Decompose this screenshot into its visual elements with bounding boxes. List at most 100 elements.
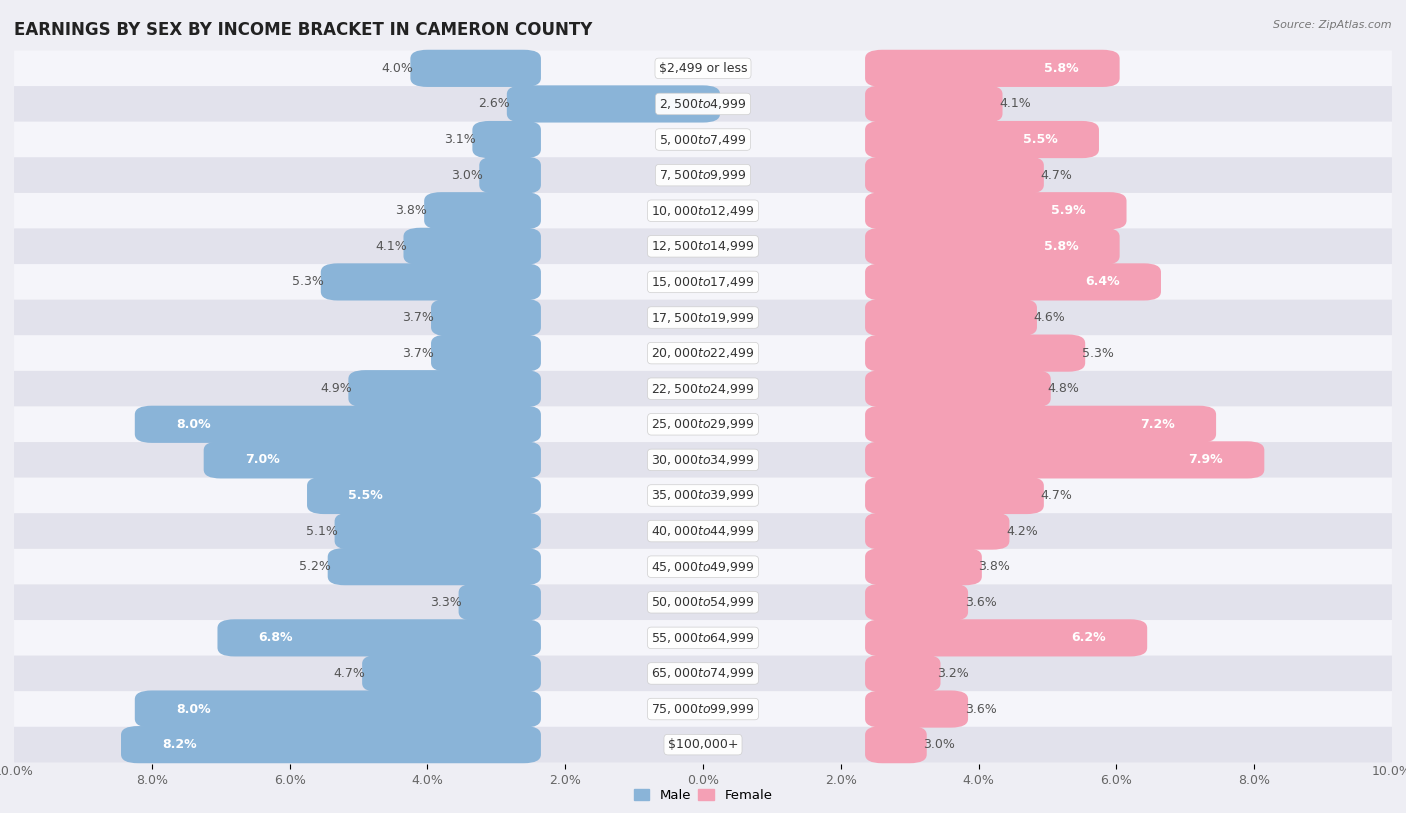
Text: $2,500 to $4,999: $2,500 to $4,999 [659, 97, 747, 111]
Text: 5.3%: 5.3% [292, 276, 323, 289]
FancyBboxPatch shape [865, 192, 1126, 229]
Text: 4.2%: 4.2% [1007, 524, 1038, 537]
Text: 5.5%: 5.5% [349, 489, 382, 502]
FancyBboxPatch shape [14, 655, 1392, 691]
FancyBboxPatch shape [335, 512, 541, 550]
FancyBboxPatch shape [14, 513, 1392, 549]
FancyBboxPatch shape [865, 263, 1161, 301]
Text: $12,500 to $14,999: $12,500 to $14,999 [651, 239, 755, 254]
Text: $65,000 to $74,999: $65,000 to $74,999 [651, 667, 755, 680]
FancyBboxPatch shape [204, 441, 541, 479]
FancyBboxPatch shape [865, 441, 1264, 479]
FancyBboxPatch shape [479, 157, 541, 193]
FancyBboxPatch shape [14, 228, 1392, 264]
FancyBboxPatch shape [411, 50, 541, 87]
FancyBboxPatch shape [14, 585, 1392, 620]
FancyBboxPatch shape [865, 50, 1119, 87]
FancyBboxPatch shape [865, 370, 1050, 407]
Text: 8.0%: 8.0% [176, 702, 211, 715]
Text: Source: ZipAtlas.com: Source: ZipAtlas.com [1274, 20, 1392, 30]
FancyBboxPatch shape [14, 442, 1392, 478]
Text: 3.7%: 3.7% [402, 311, 434, 324]
Text: 3.8%: 3.8% [395, 204, 427, 217]
Text: 3.3%: 3.3% [430, 596, 461, 609]
Text: 10.0%: 10.0% [0, 765, 34, 778]
FancyBboxPatch shape [307, 477, 541, 514]
Text: $7,500 to $9,999: $7,500 to $9,999 [659, 168, 747, 182]
FancyBboxPatch shape [321, 263, 541, 301]
Text: 3.2%: 3.2% [938, 667, 969, 680]
FancyBboxPatch shape [14, 371, 1392, 406]
FancyBboxPatch shape [865, 406, 1216, 443]
Text: 2.6%: 2.6% [478, 98, 510, 111]
FancyBboxPatch shape [865, 157, 1043, 193]
Text: $2,499 or less: $2,499 or less [659, 62, 747, 75]
FancyBboxPatch shape [14, 727, 1392, 763]
Text: $75,000 to $99,999: $75,000 to $99,999 [651, 702, 755, 716]
Text: 4.7%: 4.7% [1040, 168, 1073, 181]
FancyBboxPatch shape [865, 299, 1038, 336]
Text: 3.8%: 3.8% [979, 560, 1011, 573]
FancyBboxPatch shape [865, 85, 1002, 123]
FancyBboxPatch shape [363, 654, 541, 692]
Text: $45,000 to $49,999: $45,000 to $49,999 [651, 559, 755, 574]
Text: $15,000 to $17,499: $15,000 to $17,499 [651, 275, 755, 289]
FancyBboxPatch shape [865, 620, 1147, 656]
FancyBboxPatch shape [14, 50, 1392, 86]
FancyBboxPatch shape [865, 334, 1085, 372]
FancyBboxPatch shape [328, 548, 541, 585]
Text: 4.1%: 4.1% [1000, 98, 1031, 111]
Text: 5.9%: 5.9% [1050, 204, 1085, 217]
Text: $55,000 to $64,999: $55,000 to $64,999 [651, 631, 755, 645]
FancyBboxPatch shape [425, 192, 541, 229]
FancyBboxPatch shape [349, 370, 541, 407]
FancyBboxPatch shape [135, 406, 541, 443]
Text: $5,000 to $7,499: $5,000 to $7,499 [659, 133, 747, 146]
Text: 4.6%: 4.6% [1033, 311, 1066, 324]
FancyBboxPatch shape [14, 478, 1392, 513]
Legend: Male, Female: Male, Female [628, 784, 778, 807]
FancyBboxPatch shape [432, 299, 541, 336]
Text: 4.8%: 4.8% [1047, 382, 1080, 395]
Text: $40,000 to $44,999: $40,000 to $44,999 [651, 524, 755, 538]
Text: 3.6%: 3.6% [965, 702, 997, 715]
FancyBboxPatch shape [865, 654, 941, 692]
Text: EARNINGS BY SEX BY INCOME BRACKET IN CAMERON COUNTY: EARNINGS BY SEX BY INCOME BRACKET IN CAM… [14, 21, 592, 39]
FancyBboxPatch shape [14, 620, 1392, 655]
Text: 7.9%: 7.9% [1188, 454, 1223, 467]
Text: $100,000+: $100,000+ [668, 738, 738, 751]
FancyBboxPatch shape [865, 228, 1119, 265]
FancyBboxPatch shape [14, 193, 1392, 228]
Text: 3.6%: 3.6% [965, 596, 997, 609]
Text: 3.0%: 3.0% [451, 168, 482, 181]
FancyBboxPatch shape [404, 228, 541, 265]
FancyBboxPatch shape [14, 691, 1392, 727]
FancyBboxPatch shape [135, 690, 541, 728]
FancyBboxPatch shape [865, 690, 969, 728]
Text: 5.8%: 5.8% [1043, 240, 1078, 253]
Text: 4.9%: 4.9% [321, 382, 352, 395]
Text: 3.0%: 3.0% [924, 738, 955, 751]
FancyBboxPatch shape [14, 549, 1392, 585]
FancyBboxPatch shape [121, 726, 541, 763]
Text: 4.7%: 4.7% [1040, 489, 1073, 502]
FancyBboxPatch shape [865, 121, 1099, 159]
FancyBboxPatch shape [865, 548, 981, 585]
FancyBboxPatch shape [865, 512, 1010, 550]
Text: 7.2%: 7.2% [1140, 418, 1175, 431]
Text: $25,000 to $29,999: $25,000 to $29,999 [651, 417, 755, 432]
FancyBboxPatch shape [14, 300, 1392, 335]
Text: $50,000 to $54,999: $50,000 to $54,999 [651, 595, 755, 609]
Text: $20,000 to $22,499: $20,000 to $22,499 [651, 346, 755, 360]
Text: $35,000 to $39,999: $35,000 to $39,999 [651, 489, 755, 502]
Text: $10,000 to $12,499: $10,000 to $12,499 [651, 204, 755, 218]
Text: 8.0%: 8.0% [176, 418, 211, 431]
FancyBboxPatch shape [14, 406, 1392, 442]
Text: 3.1%: 3.1% [444, 133, 475, 146]
FancyBboxPatch shape [865, 726, 927, 763]
Text: 3.7%: 3.7% [402, 346, 434, 359]
FancyBboxPatch shape [14, 335, 1392, 371]
Text: $30,000 to $34,999: $30,000 to $34,999 [651, 453, 755, 467]
Text: 5.8%: 5.8% [1043, 62, 1078, 75]
Text: 5.2%: 5.2% [299, 560, 330, 573]
